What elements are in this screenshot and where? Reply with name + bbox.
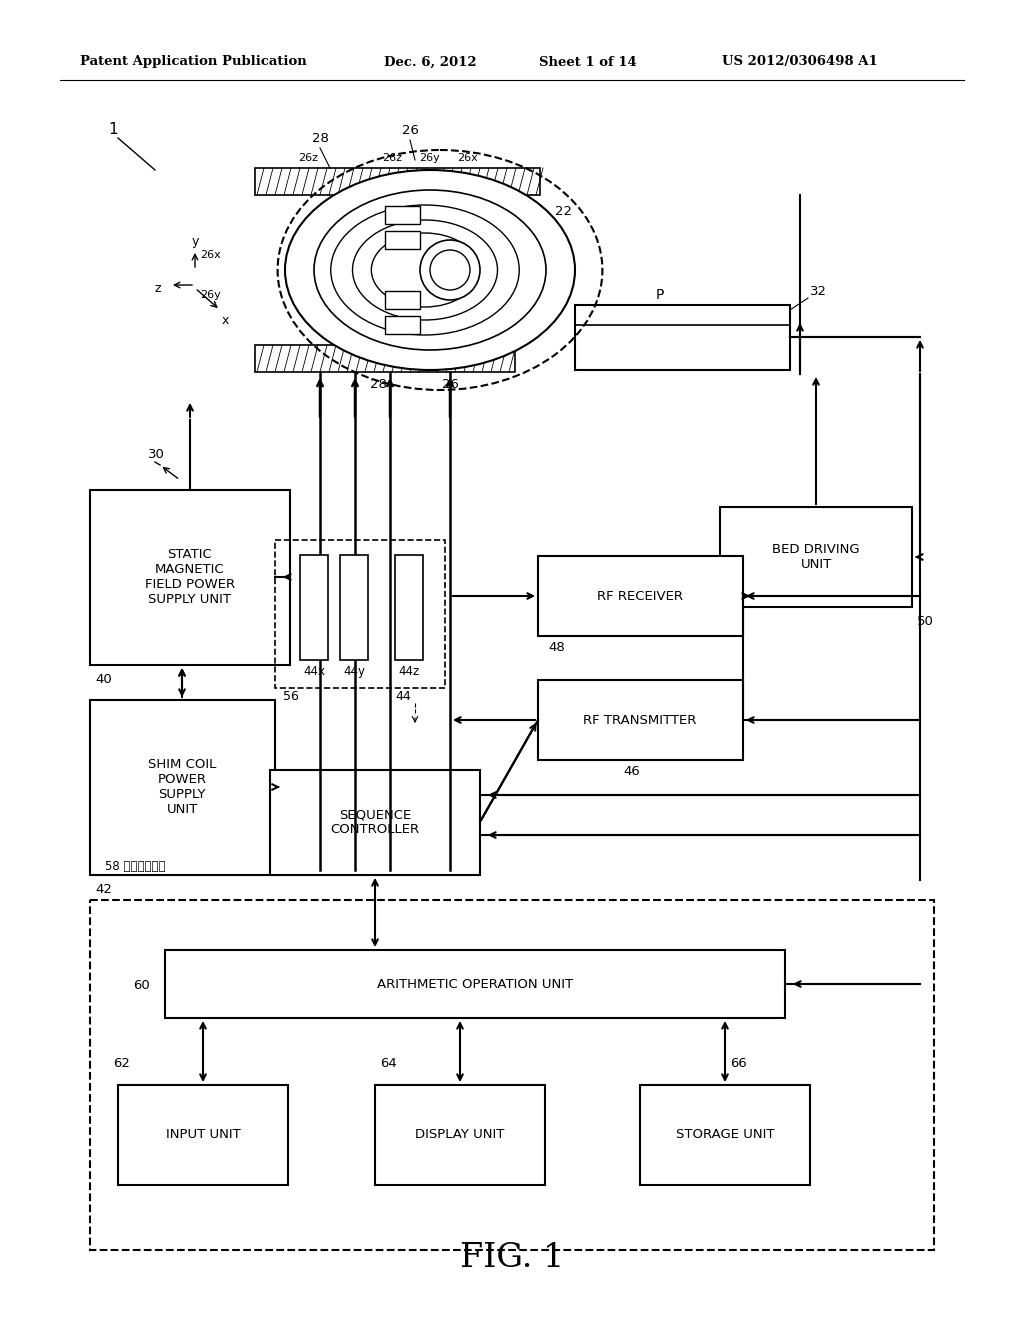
Text: RF TRANSMITTER: RF TRANSMITTER	[584, 714, 696, 726]
Text: Sheet 1 of 14: Sheet 1 of 14	[539, 55, 637, 69]
Text: 40: 40	[95, 673, 112, 686]
Text: FIG. 1: FIG. 1	[460, 1242, 564, 1274]
Text: 46: 46	[623, 766, 640, 777]
Text: DISPLAY UNIT: DISPLAY UNIT	[416, 1129, 505, 1142]
Text: 44y: 44y	[343, 665, 365, 678]
Bar	[385, 290, 420, 309]
Bar	[538, 556, 743, 636]
Ellipse shape	[430, 249, 470, 290]
Text: 50: 50	[918, 615, 934, 628]
Text: 64: 64	[380, 1057, 396, 1071]
Text: x: x	[221, 314, 228, 326]
Ellipse shape	[314, 190, 546, 350]
Bar	[575, 305, 790, 370]
Text: 44x: 44x	[303, 665, 325, 678]
Text: 26z: 26z	[298, 153, 318, 162]
Text: 22: 22	[555, 205, 572, 218]
Bar	[255, 345, 515, 372]
Text: Dec. 6, 2012: Dec. 6, 2012	[384, 55, 476, 69]
Text: 28: 28	[370, 378, 386, 391]
Bar	[90, 700, 275, 875]
Text: 28: 28	[311, 132, 329, 144]
Bar	[270, 770, 480, 875]
Ellipse shape	[285, 170, 575, 370]
Bar	[395, 554, 423, 660]
Text: 26: 26	[441, 378, 459, 391]
Bar	[90, 900, 934, 1250]
Text: 42: 42	[95, 883, 112, 896]
Text: y: y	[191, 235, 199, 248]
Text: Patent Application Publication: Patent Application Publication	[80, 55, 307, 69]
Text: 26x: 26x	[457, 153, 477, 162]
Text: 44z: 44z	[398, 665, 420, 678]
Text: 26y: 26y	[200, 290, 221, 300]
Text: SHIM COIL
POWER
SUPPLY
UNIT: SHIM COIL POWER SUPPLY UNIT	[147, 758, 216, 816]
Bar	[275, 540, 445, 688]
Text: 60: 60	[133, 979, 150, 993]
Text: 24: 24	[530, 255, 547, 268]
Bar	[385, 231, 420, 249]
Text: 48: 48	[548, 642, 565, 653]
Text: 56: 56	[283, 690, 299, 704]
Bar	[375, 1085, 545, 1185]
Text: BED DRIVING
UNIT: BED DRIVING UNIT	[772, 543, 860, 572]
Text: 66: 66	[730, 1057, 746, 1071]
Text: 32: 32	[810, 285, 827, 298]
Bar	[720, 507, 912, 607]
Bar	[640, 1085, 810, 1185]
Text: RF RECEIVER: RF RECEIVER	[597, 590, 683, 602]
Text: STORAGE UNIT: STORAGE UNIT	[676, 1129, 774, 1142]
Bar	[385, 206, 420, 224]
Text: P: P	[655, 288, 665, 302]
Text: 26y: 26y	[420, 153, 440, 162]
Text: 58 コンピュータ: 58 コンピュータ	[105, 861, 166, 873]
Bar	[538, 680, 743, 760]
Text: 62: 62	[113, 1057, 130, 1071]
Bar	[300, 554, 328, 660]
Text: US 2012/0306498 A1: US 2012/0306498 A1	[722, 55, 878, 69]
Bar	[255, 168, 540, 195]
Text: 26x: 26x	[200, 249, 221, 260]
Text: 26z: 26z	[382, 153, 402, 162]
Text: 44: 44	[395, 690, 411, 704]
Text: z: z	[155, 281, 161, 294]
Text: 1: 1	[108, 123, 118, 137]
Bar	[118, 1085, 288, 1185]
Text: STATIC
MAGNETIC
FIELD POWER
SUPPLY UNIT: STATIC MAGNETIC FIELD POWER SUPPLY UNIT	[145, 548, 236, 606]
Text: 30: 30	[148, 447, 165, 461]
Bar	[340, 554, 368, 660]
Text: ARITHMETIC OPERATION UNIT: ARITHMETIC OPERATION UNIT	[377, 978, 573, 990]
Text: SEQUENCE
CONTROLLER: SEQUENCE CONTROLLER	[331, 808, 420, 836]
Text: INPUT UNIT: INPUT UNIT	[166, 1129, 241, 1142]
Bar	[385, 315, 420, 334]
Text: 26: 26	[401, 124, 419, 136]
Bar	[165, 950, 785, 1018]
Bar	[90, 490, 290, 665]
Ellipse shape	[420, 240, 480, 300]
